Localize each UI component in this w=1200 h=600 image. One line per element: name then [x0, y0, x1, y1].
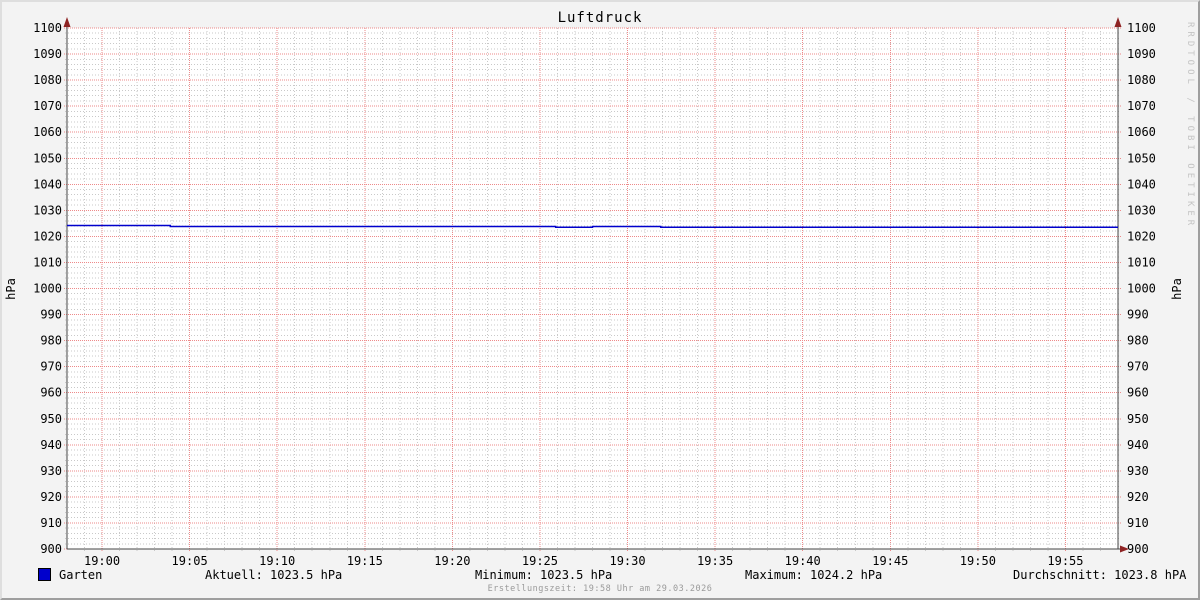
svg-text:1050: 1050	[33, 151, 62, 165]
svg-text:930: 930	[40, 464, 62, 478]
svg-text:950: 950	[1127, 412, 1149, 426]
svg-text:1010: 1010	[33, 255, 62, 269]
stat-maximum: Maximum: 1024.2 hPa	[745, 568, 883, 582]
svg-text:930: 930	[1127, 464, 1149, 478]
svg-text:1020: 1020	[1127, 229, 1156, 243]
svg-text:910: 910	[1127, 516, 1149, 530]
svg-text:1060: 1060	[1127, 125, 1156, 139]
svg-text:1070: 1070	[1127, 99, 1156, 113]
svg-text:1090: 1090	[1127, 47, 1156, 61]
svg-text:1060: 1060	[33, 125, 62, 139]
svg-text:1100: 1100	[33, 21, 62, 35]
series-label: Garten	[59, 568, 103, 582]
stat-minimum: Minimum: 1023.5 hPa	[475, 568, 613, 582]
svg-text:1050: 1050	[1127, 151, 1156, 165]
svg-text:990: 990	[1127, 308, 1149, 322]
svg-text:19:55: 19:55	[1047, 554, 1083, 568]
svg-text:19:25: 19:25	[522, 554, 558, 568]
stat-durchschnitt: Durchschnitt: 1023.8 hPA	[1013, 568, 1187, 582]
svg-text:900: 900	[40, 542, 62, 556]
svg-text:960: 960	[1127, 386, 1149, 400]
svg-text:970: 970	[1127, 360, 1149, 374]
svg-text:980: 980	[40, 334, 62, 348]
svg-text:990: 990	[40, 308, 62, 322]
svg-text:19:10: 19:10	[259, 554, 295, 568]
rrdtool-watermark: RRDTOOL / TOBI OETIKER	[1185, 22, 1195, 230]
svg-text:950: 950	[40, 412, 62, 426]
svg-text:19:15: 19:15	[347, 554, 383, 568]
chart-title: Luftdruck	[557, 10, 643, 26]
svg-text:940: 940	[40, 438, 62, 452]
svg-text:1090: 1090	[33, 47, 62, 61]
svg-text:19:40: 19:40	[785, 554, 821, 568]
svg-text:980: 980	[1127, 334, 1149, 348]
creation-timestamp: Erstellungszeit: 19:58 Uhr am 29.03.2026	[487, 584, 713, 594]
svg-text:19:35: 19:35	[697, 554, 733, 568]
svg-text:1010: 1010	[1127, 255, 1156, 269]
svg-text:960: 960	[40, 386, 62, 400]
svg-text:910: 910	[40, 516, 62, 530]
svg-text:19:30: 19:30	[609, 554, 645, 568]
svg-text:1000: 1000	[1127, 282, 1156, 296]
svg-text:1100: 1100	[1127, 21, 1156, 35]
svg-text:1070: 1070	[33, 99, 62, 113]
svg-text:1020: 1020	[33, 229, 62, 243]
svg-text:1030: 1030	[1127, 203, 1156, 217]
svg-text:1080: 1080	[1127, 73, 1156, 87]
svg-text:940: 940	[1127, 438, 1149, 452]
svg-text:970: 970	[40, 360, 62, 374]
svg-text:1030: 1030	[33, 203, 62, 217]
svg-text:19:00: 19:00	[84, 554, 120, 568]
stat-aktuell: Aktuell: 1023.5 hPa	[205, 568, 343, 582]
svg-text:1000: 1000	[33, 282, 62, 296]
svg-text:920: 920	[1127, 490, 1149, 504]
svg-text:1040: 1040	[1127, 177, 1156, 191]
svg-text:19:05: 19:05	[172, 554, 208, 568]
svg-text:920: 920	[40, 490, 62, 504]
svg-text:900: 900	[1127, 542, 1149, 556]
svg-text:19:50: 19:50	[960, 554, 996, 568]
svg-text:19:45: 19:45	[872, 554, 908, 568]
series-color-swatch	[38, 568, 51, 581]
svg-text:1080: 1080	[33, 73, 62, 87]
svg-text:1040: 1040	[33, 177, 62, 191]
svg-text:19:20: 19:20	[434, 554, 470, 568]
